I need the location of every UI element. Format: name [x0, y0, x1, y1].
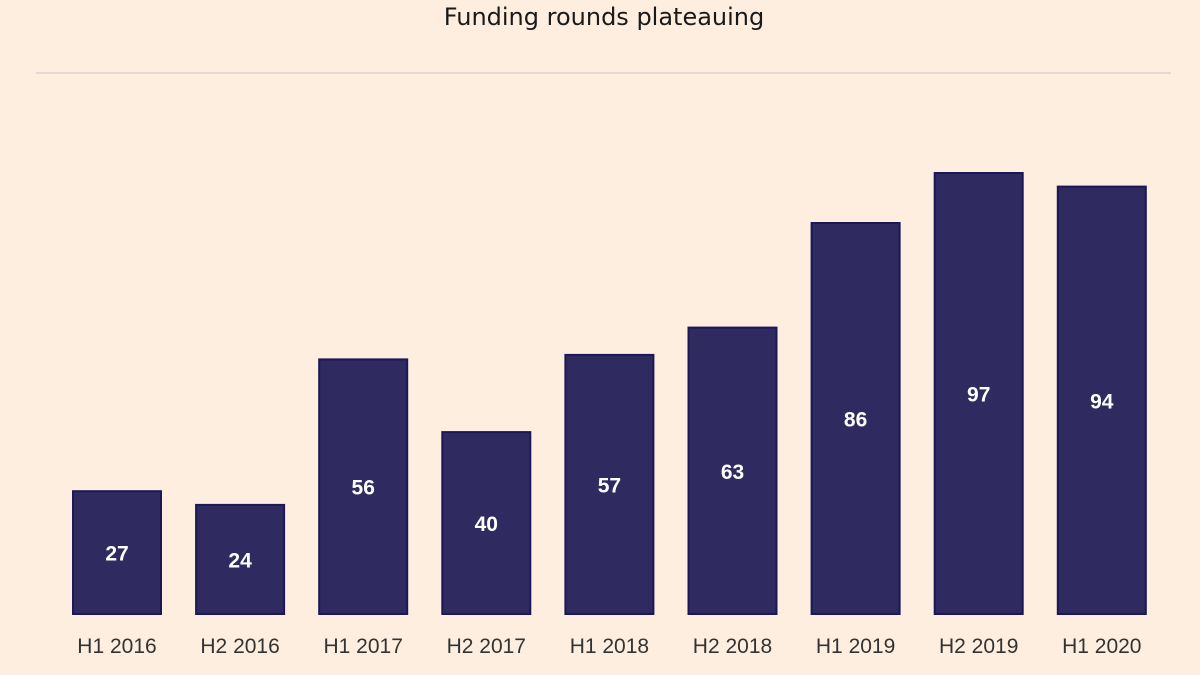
bar-value-label: 40	[475, 513, 498, 536]
x-tick-label: H2 2016	[200, 635, 279, 658]
bar-h2-2018	[687, 326, 778, 615]
bar-value-label: 86	[844, 409, 867, 432]
x-tick-label: H1 2018	[570, 635, 649, 658]
bar-h1-2018	[564, 353, 655, 615]
bar-h2-2019	[933, 172, 1024, 615]
bar-h1-2020	[1056, 185, 1147, 615]
x-tick-label: H2 2017	[447, 635, 526, 658]
x-tick-label: H1 2016	[77, 635, 156, 658]
x-tick-label: H2 2018	[693, 635, 772, 658]
bar-value-label: 94	[1090, 390, 1114, 413]
title-divider	[36, 72, 1171, 74]
bars-group	[72, 172, 1147, 616]
x-tick-label: H1 2020	[1062, 635, 1141, 658]
x-tick-label: H2 2019	[939, 635, 1018, 658]
bar-value-label: 63	[721, 461, 744, 484]
x-axis-labels: H1 2016 H2 2016 H1 2017 H2 2017 H1 2018 H2 20…	[77, 635, 1141, 658]
x-tick-label: H1 2019	[816, 635, 895, 658]
bar-value-label: 56	[352, 477, 375, 500]
x-tick-label: H1 2017	[323, 635, 402, 658]
chart-title: Funding rounds plateauing	[443, 3, 765, 31]
bar-h1-2019	[810, 222, 901, 615]
bar-h1-2017	[318, 358, 409, 615]
bar-labels-group: 27 24 56 40 57 63 86 97 94	[105, 384, 1113, 573]
bar-value-label: 27	[105, 543, 128, 566]
bar-h2-2017	[441, 431, 532, 615]
bar-h2-2016	[195, 503, 286, 615]
bar-value-label: 97	[967, 384, 990, 407]
bar-h1-2016	[72, 490, 162, 616]
bar-value-label: 24	[228, 549, 252, 572]
bar-value-label: 57	[598, 474, 621, 497]
